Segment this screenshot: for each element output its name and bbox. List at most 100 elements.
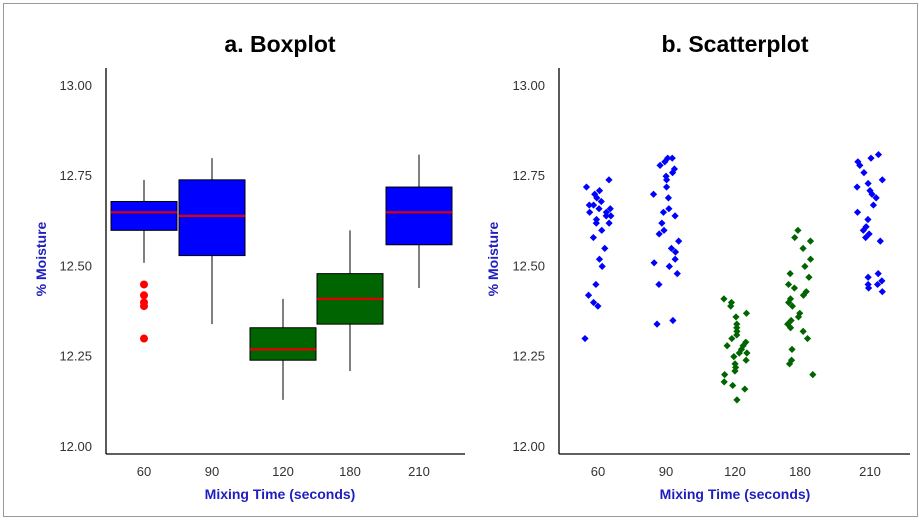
boxplot-y-tick-label: 12.50: [59, 258, 92, 273]
scatter-point-60: [589, 298, 598, 307]
scatterplot-y-axis-label: % Moisture: [485, 221, 501, 296]
scatter-point-180: [786, 324, 795, 332]
scatter-point-90: [671, 248, 680, 256]
scatter-point-210: [864, 179, 872, 188]
scatter-point-180: [784, 280, 793, 289]
scatter-point-90: [664, 194, 673, 202]
scatter-point-60: [582, 183, 591, 191]
boxplot-x-tick-label: 90: [205, 464, 219, 479]
scatter-point-120: [735, 349, 743, 357]
boxplot-x-tick-label: 60: [137, 464, 151, 479]
scatter-point-210: [878, 176, 886, 184]
scatter-point-120: [731, 360, 739, 368]
scatter-point-210: [868, 190, 876, 198]
scatter-point-90: [665, 262, 673, 271]
scatter-point-90: [667, 244, 676, 252]
scatterplot-x-tick-label: 120: [724, 464, 746, 479]
scatter-point-210: [872, 194, 880, 202]
scatter-point-90: [649, 190, 658, 198]
scatter-point-180: [786, 270, 794, 278]
scatter-point-90: [668, 169, 677, 177]
scatter-point-90: [650, 259, 658, 267]
scatter-point-120: [733, 396, 741, 404]
boxplot-y-axis-label: % Moisture: [33, 221, 49, 296]
box-60: [110, 200, 178, 231]
scatter-point-180: [786, 295, 795, 303]
scatter-point-90: [671, 212, 679, 220]
scatter-point-60: [595, 187, 604, 195]
scatter-point-90: [656, 161, 664, 170]
scatter-point-180: [787, 356, 796, 364]
scatter-point-120: [728, 334, 736, 343]
scatter-point-90: [662, 183, 671, 191]
scatter-point-90: [673, 270, 681, 278]
figure-frame: [3, 3, 918, 517]
scatter-point-180: [788, 345, 796, 353]
scatter-point-180: [799, 244, 807, 252]
scatter-point-60: [595, 205, 603, 213]
scatter-point-90: [661, 158, 669, 166]
scatter-point-120: [737, 345, 746, 353]
scatter-point-180: [805, 273, 813, 281]
scatter-point-60: [598, 226, 606, 234]
scatter-point-120: [729, 381, 737, 390]
scatter-point-210: [865, 230, 873, 238]
scatter-point-180: [799, 327, 807, 335]
boxplot-y-tick-label: 12.75: [59, 168, 92, 183]
box-120: [249, 327, 317, 361]
scatterplot-x-tick-label: 90: [659, 464, 673, 479]
outlier-point: [140, 280, 148, 289]
scatter-point-120: [731, 367, 739, 375]
scatter-point-120: [723, 342, 731, 350]
scatter-point-60: [592, 280, 600, 289]
scatter-point-60: [592, 219, 600, 227]
scatter-point-180: [785, 360, 794, 368]
scatter-point-60: [606, 205, 614, 213]
scatter-point-210: [874, 150, 883, 159]
scatter-point-120: [733, 320, 741, 328]
scatter-point-120: [732, 363, 740, 372]
scatter-point-120: [733, 324, 741, 332]
scatter-point-90: [653, 320, 661, 328]
scatter-point-210: [876, 237, 884, 245]
scatter-point-90: [668, 154, 676, 162]
scatter-point-120: [730, 352, 738, 361]
boxplot-x-axis-label: Mixing Time (seconds): [205, 486, 356, 502]
scatter-point-60: [594, 302, 602, 310]
scatter-point-210: [867, 154, 875, 162]
scatter-point-120: [739, 342, 747, 350]
scatter-point-90: [658, 219, 666, 227]
scatter-point-120: [733, 331, 741, 339]
scatter-point-90: [663, 176, 671, 184]
scatter-point-60: [595, 255, 604, 263]
scatter-point-120: [741, 385, 749, 393]
scatter-point-180: [794, 226, 802, 234]
scatterplot-x-tick-label: 180: [789, 464, 811, 479]
scatter-point-90: [665, 205, 673, 213]
boxplot-panel: 12.00 12.25 12.50 12.75 13.00 60 90 120 180 210: [59, 68, 465, 479]
scatter-point-60: [589, 233, 597, 242]
scatter-point-210: [878, 288, 886, 296]
scatter-point-120: [720, 295, 728, 303]
scatter-point-210: [873, 280, 882, 289]
scatter-point-210: [869, 201, 878, 209]
scatter-point-90: [655, 280, 663, 289]
scatter-point-180: [787, 316, 795, 325]
scatter-point-210: [864, 273, 872, 281]
scatterplot-y-tick-label: 12.00: [512, 439, 545, 454]
scatter-point-210: [878, 277, 886, 285]
scatter-point-180: [803, 334, 812, 343]
scatter-point-120: [733, 327, 741, 335]
scatterplot-y-tick-label: 12.25: [512, 349, 545, 364]
scatter-point-210: [853, 183, 861, 191]
scatter-point-60: [592, 215, 601, 224]
scatter-point-210: [862, 223, 870, 231]
scatter-point-180: [799, 291, 808, 299]
scatter-point-180: [784, 320, 792, 328]
scatter-point-60: [586, 208, 594, 216]
scatterplot-panel: 12.00 12.25 12.50 12.75 13.00 60 90 120 180 210: [512, 68, 910, 479]
boxplot-x-tick-label: 180: [339, 464, 361, 479]
scatterplot-x-axis-label: Mixing Time (seconds): [660, 486, 811, 502]
scatter-point-120: [721, 371, 729, 379]
